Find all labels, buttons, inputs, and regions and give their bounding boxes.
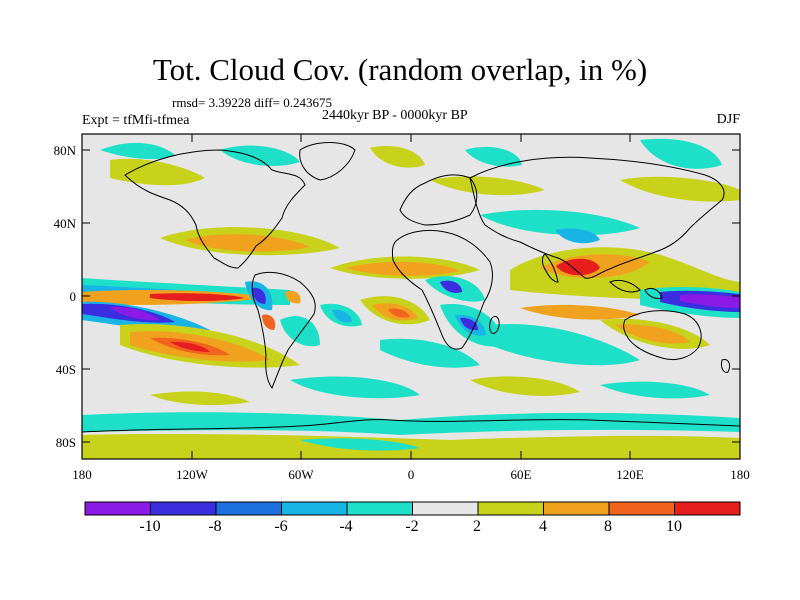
colorbar-box [150, 501, 217, 516]
colorbar-label: 10 [666, 518, 682, 535]
field-patch [100, 142, 175, 160]
period-label: 2440kyr BP - 0000kyr BP [322, 108, 468, 123]
coastline-south-america [251, 271, 316, 390]
colorbar-box [412, 501, 479, 516]
coastline-australia [623, 310, 702, 361]
field-patch [262, 314, 276, 330]
coastline-asia [469, 156, 725, 279]
colorbar-label: 4 [539, 518, 547, 535]
lat-labels: 80N 40N 0 40S 80S [54, 143, 77, 450]
coastline-africa [391, 229, 493, 350]
field-patch [465, 146, 522, 167]
colorbar-box [543, 501, 610, 516]
lat-tick-label: 40S [56, 362, 76, 377]
colorbar-label: -10 [139, 518, 161, 535]
coastline-greenland [299, 142, 356, 181]
lon-tick-label: 180 [72, 467, 92, 482]
field-patch [300, 438, 420, 451]
lat-tick-label: 80S [56, 435, 76, 450]
coastlines [82, 142, 740, 433]
field-patch [490, 324, 640, 366]
lon-tick-label: 60W [288, 467, 314, 482]
axis-ticks [81, 134, 741, 459]
experiment-label: Expt = tfMfi-tfmea [82, 113, 190, 128]
anomaly-field [82, 138, 740, 459]
field-patch [440, 280, 462, 293]
stats-text: rmsd= 3.39228 diff= 0.243675 [172, 95, 332, 110]
colorbar-box [84, 501, 151, 516]
colorbar-label: -2 [405, 518, 419, 535]
lat-tick-label: 40N [54, 216, 77, 231]
field-patch [620, 176, 740, 202]
field-patch [280, 316, 320, 347]
colorbar-box [215, 501, 282, 516]
coastline-islands [609, 279, 663, 299]
field-patch [600, 381, 710, 399]
lat-tick-label: 80N [54, 143, 77, 158]
colorbar [84, 501, 741, 516]
lon-tick-label: 0 [408, 467, 415, 482]
coastline-antarctica [82, 419, 740, 433]
field-patch [332, 309, 352, 323]
field-patch [290, 376, 420, 399]
field-patch [110, 158, 205, 186]
colorbar-box [608, 501, 675, 516]
colorbar-box [477, 501, 544, 516]
field-patch [640, 138, 722, 169]
lon-tick-label: 120W [176, 467, 209, 482]
field-patch [430, 176, 545, 196]
colorbar-label: -4 [339, 518, 353, 535]
field-patch [388, 308, 410, 318]
season-label: DJF [716, 112, 740, 127]
colorbar-label: -8 [208, 518, 222, 535]
lon-labels: 180 120W 60W 0 60E 120E 180 [72, 467, 750, 482]
field-patch [110, 306, 160, 321]
field-patch [380, 338, 480, 368]
map-title: Tot. Cloud Cov. (random overlap, in %) [152, 52, 648, 87]
lon-tick-label: 180 [730, 467, 750, 482]
colorbar-label: 2 [473, 518, 481, 535]
field-patch [220, 145, 300, 166]
field-patch [470, 376, 580, 396]
field-patch [520, 304, 640, 320]
field-patch [185, 234, 310, 252]
colorbar-label: 8 [604, 518, 612, 535]
colorbar-label: -6 [274, 518, 288, 535]
field-patch [285, 290, 301, 304]
coastline-new-zealand [721, 359, 731, 373]
colorbar-box [281, 501, 348, 516]
field-patch [150, 391, 250, 406]
field-patch [615, 324, 690, 344]
coastline-north-america [124, 149, 306, 269]
coastline-madagascar [489, 315, 500, 334]
colorbar-box [346, 501, 413, 516]
field-patch [345, 261, 460, 276]
lat-tick-label: 0 [70, 289, 77, 304]
field-patch [370, 145, 425, 168]
coastline-europe [399, 174, 478, 226]
field-patch [680, 294, 740, 308]
field-patch [480, 209, 640, 236]
field-patch [150, 293, 245, 301]
colorbar-box [674, 501, 741, 516]
coastline-india [541, 253, 559, 283]
field-patch [170, 341, 210, 352]
field-patch [82, 412, 740, 435]
field-patch [252, 287, 266, 304]
lon-tick-label: 60E [511, 467, 532, 482]
lon-tick-label: 120E [616, 467, 644, 482]
field-patch [555, 228, 600, 244]
